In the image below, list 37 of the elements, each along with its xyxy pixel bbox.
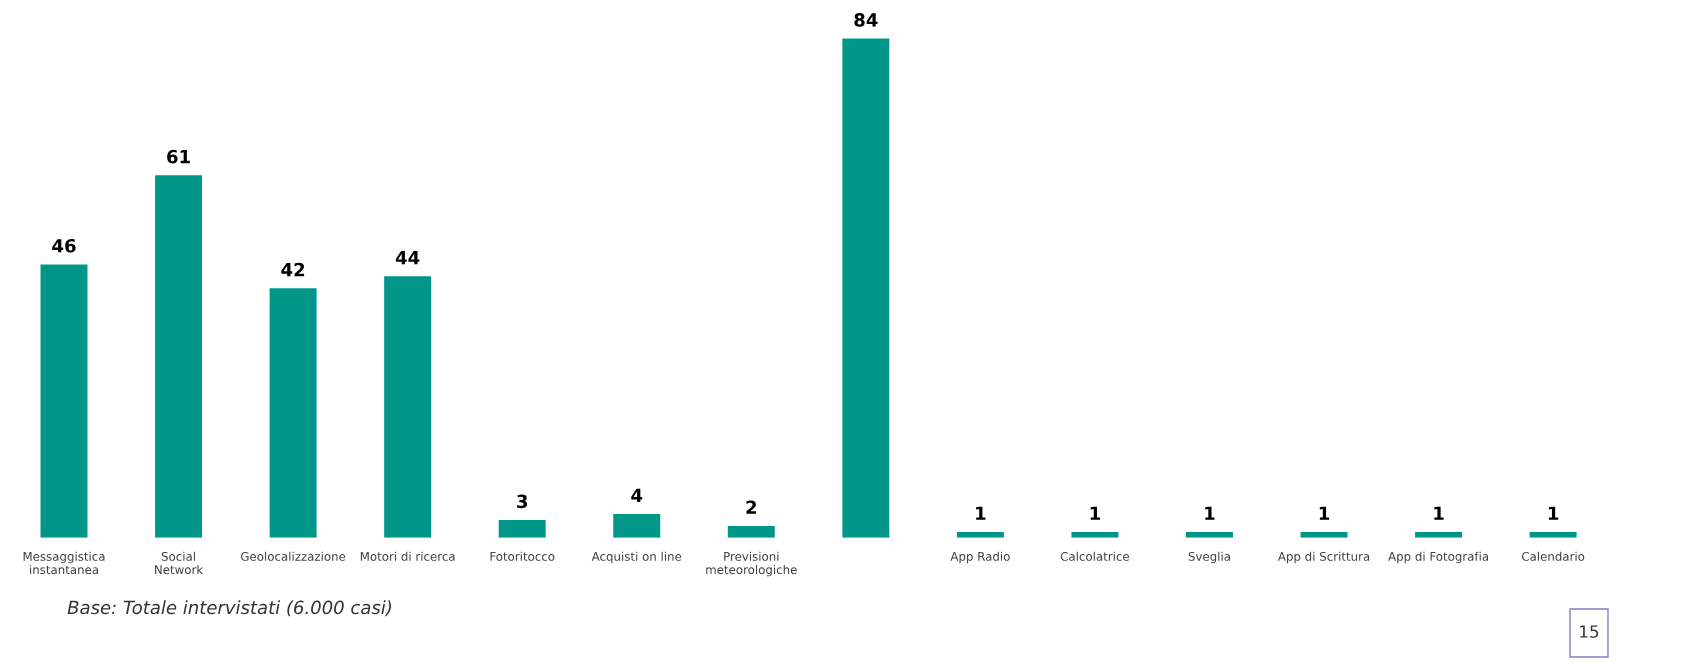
x-tick-label: Fotoritocco (490, 551, 555, 561)
x-tick-label: Previsioni meteorologiche (706, 551, 797, 577)
data-label: 1 (1434, 506, 1444, 520)
x-tick-label: App di Scrittura (1277, 551, 1370, 564)
data-label: 1 (1090, 506, 1100, 520)
bar (384, 276, 432, 538)
x-tick-label: Acquisti on line (591, 551, 682, 564)
data-label: 1 (1548, 506, 1559, 520)
bar (613, 514, 661, 538)
data-label: 44 (395, 251, 420, 265)
bar (842, 38, 890, 538)
data-label: 4 (631, 488, 643, 502)
data-label: 1 (1205, 506, 1215, 520)
x-tick-label: Geolocalizzazione (241, 551, 346, 561)
bar (727, 525, 775, 538)
x-tick-label: Calcolatrice (1060, 551, 1130, 561)
data-label: 2 (746, 500, 756, 514)
data-label: 46 (52, 238, 76, 253)
x-tick-label: Motori di ricerca (360, 551, 455, 561)
data-label: 3 (517, 494, 528, 509)
data-label: 1 (976, 506, 986, 520)
x-tick-label: Social Network (155, 551, 204, 575)
x-tick-label: Calendario (1521, 551, 1585, 561)
x-tick-label: Messaggistica instantanea (23, 551, 105, 575)
bar (498, 520, 546, 538)
x-tick-label: Sveglia (1188, 551, 1230, 564)
data-label: 84 (854, 13, 878, 27)
x-tick-label: App Radio (950, 551, 1010, 564)
data-label: 61 (167, 149, 190, 164)
text: 15 (1580, 625, 1599, 638)
bar (269, 288, 317, 538)
data-label: 42 (281, 262, 305, 277)
bar (40, 264, 88, 538)
bar (155, 175, 203, 538)
data-label: 1 (1319, 506, 1330, 520)
x-tick-label: App di Fotografia (1388, 551, 1489, 564)
text: Base: Totale intervistati (6.000 casi) (67, 600, 392, 617)
